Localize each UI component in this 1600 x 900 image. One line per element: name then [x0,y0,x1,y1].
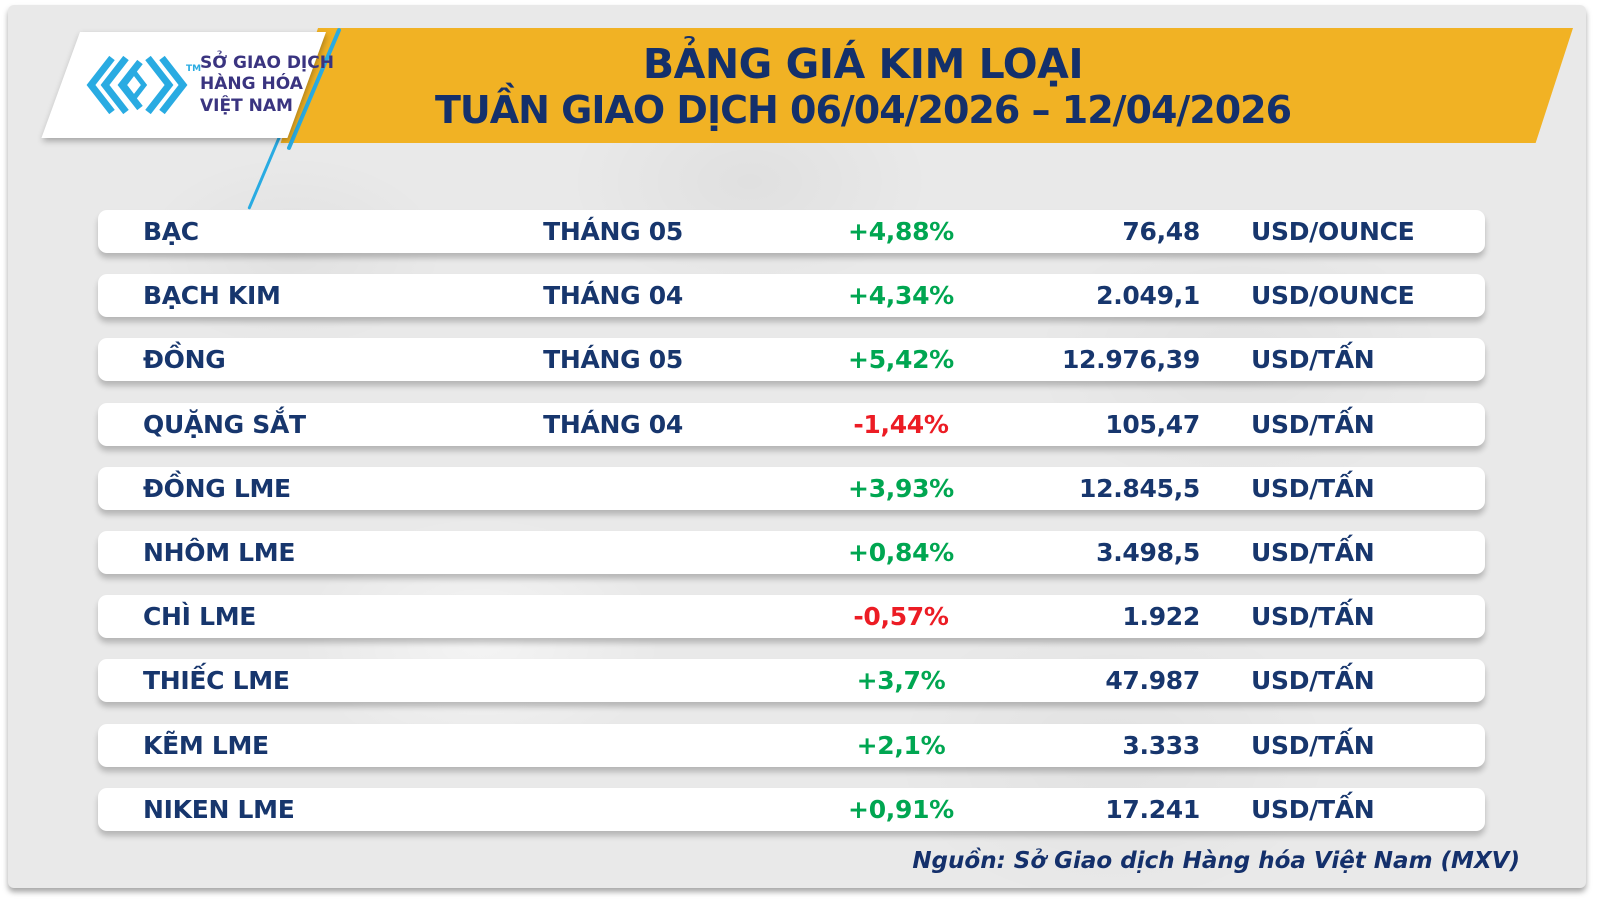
contract-month: THÁNG 04 [543,281,683,311]
commodity-name: NHÔM LME [143,538,296,567]
price-value: 12.845,5 [1079,473,1200,503]
background-canvas: TM SỞ GIAO DỊCH HÀNG HÓA VIỆT NAM BẢNG G… [8,5,1586,888]
price-unit: USD/TẤN [1251,794,1375,824]
trademark-symbol: TM [186,64,202,74]
commodity-name: THIẾC LME [143,666,290,696]
commodity-name: QUẶNG SẮT [143,409,306,439]
weekly-change: +4,88% [848,217,954,246]
price-unit: USD/TẤN [1251,538,1375,567]
weekly-change: +4,34% [848,281,954,311]
commodity-name: ĐỒNG LME [143,473,291,503]
logo-wordmark: SỞ GIAO DỊCH HÀNG HÓA VIỆT NAM [200,53,334,116]
price-value: 3.498,5 [1096,538,1200,567]
commodity-name: ĐỒNG [143,345,226,375]
contract-month [523,595,703,638]
price-unit: USD/TẤN [1251,473,1375,503]
contract-month [523,467,703,510]
contract-month [523,531,703,574]
price-unit: USD/TẤN [1251,730,1375,760]
contract-month [523,724,703,767]
commodity-name: CHÌ LME [143,602,257,632]
price-unit: USD/TẤN [1251,345,1375,375]
contract-month: THÁNG 05 [543,345,683,375]
table-row: BẠC THÁNG 05 +4,88% 76,48 USD/OUNCE [98,210,1485,253]
price-value: 12.976,39 [1061,345,1200,375]
price-unit: USD/OUNCE [1251,281,1415,311]
price-value: 76,48 [1122,217,1200,246]
contract-month: THÁNG 05 [543,217,683,246]
price-value: 3.333 [1122,730,1200,760]
commodity-name: BẠCH KIM [143,281,281,311]
weekly-change: +0,91% [848,794,954,824]
title-line-1: BẢNG GIÁ KIM LOẠI [642,39,1084,88]
price-value: 2.049,1 [1096,281,1200,311]
page-title: BẢNG GIÁ KIM LOẠI TUẦN GIAO DỊCH 06/04/2… [408,33,1318,141]
commodity-name: NIKEN LME [143,794,295,824]
commodity-name: KẼM LME [143,730,269,760]
weekly-change: +2,1% [856,730,946,760]
mxv-logo-plate: TM SỞ GIAO DỊCH HÀNG HÓA VIỆT NAM [41,32,334,138]
price-value: 47.987 [1105,666,1200,696]
title-line-2: TUẦN GIAO DỊCH 06/04/2026 – 12/04/2026 [434,87,1292,132]
weekly-change: -1,44% [853,409,949,439]
price-unit: USD/TẤN [1251,409,1375,439]
price-value: 1.922 [1122,602,1200,632]
price-value: 17.241 [1105,794,1200,824]
contract-month [523,659,703,702]
table-row: ĐỒNG THÁNG 05 +5,42% 12.976,39 USD/TẤN [98,338,1485,382]
table-row: KẼM LME +2,1% 3.333 USD/TẤN [98,723,1485,767]
table-row: QUẶNG SẮT THÁNG 04 -1,44% 105,47 USD/TẤN [98,402,1485,446]
source-note: Nguồn: Sở Giao dịch Hàng hóa Việt Nam (M… [912,848,1520,874]
commodity-name: BẠC [143,217,199,246]
table-row: NHÔM LME +0,84% 3.498,5 USD/TẤN [98,531,1485,574]
weekly-change: +5,42% [848,345,954,375]
table-row: NIKEN LME +0,91% 17.241 USD/TẤN [98,787,1485,831]
price-unit: USD/TẤN [1251,666,1375,696]
table-row: BẠCH KIM THÁNG 04 +4,34% 2.049,1 USD/OUN… [98,274,1485,318]
price-value: 105,47 [1105,409,1200,439]
price-unit: USD/TẤN [1251,602,1375,632]
mxv-logo-icon: TM [82,50,201,120]
weekly-change: +0,84% [848,538,954,567]
weekly-change: +3,7% [856,666,946,696]
price-unit: USD/OUNCE [1251,217,1415,246]
weekly-change: -0,57% [853,602,949,632]
weekly-change: +3,93% [848,473,954,503]
table-row: CHÌ LME -0,57% 1.922 USD/TẤN [98,595,1485,639]
contract-month: THÁNG 04 [543,409,683,439]
table-row: THIẾC LME +3,7% 47.987 USD/TẤN [98,659,1485,703]
table-row: ĐỒNG LME +3,93% 12.845,5 USD/TẤN [98,466,1485,510]
contract-month [523,788,703,831]
